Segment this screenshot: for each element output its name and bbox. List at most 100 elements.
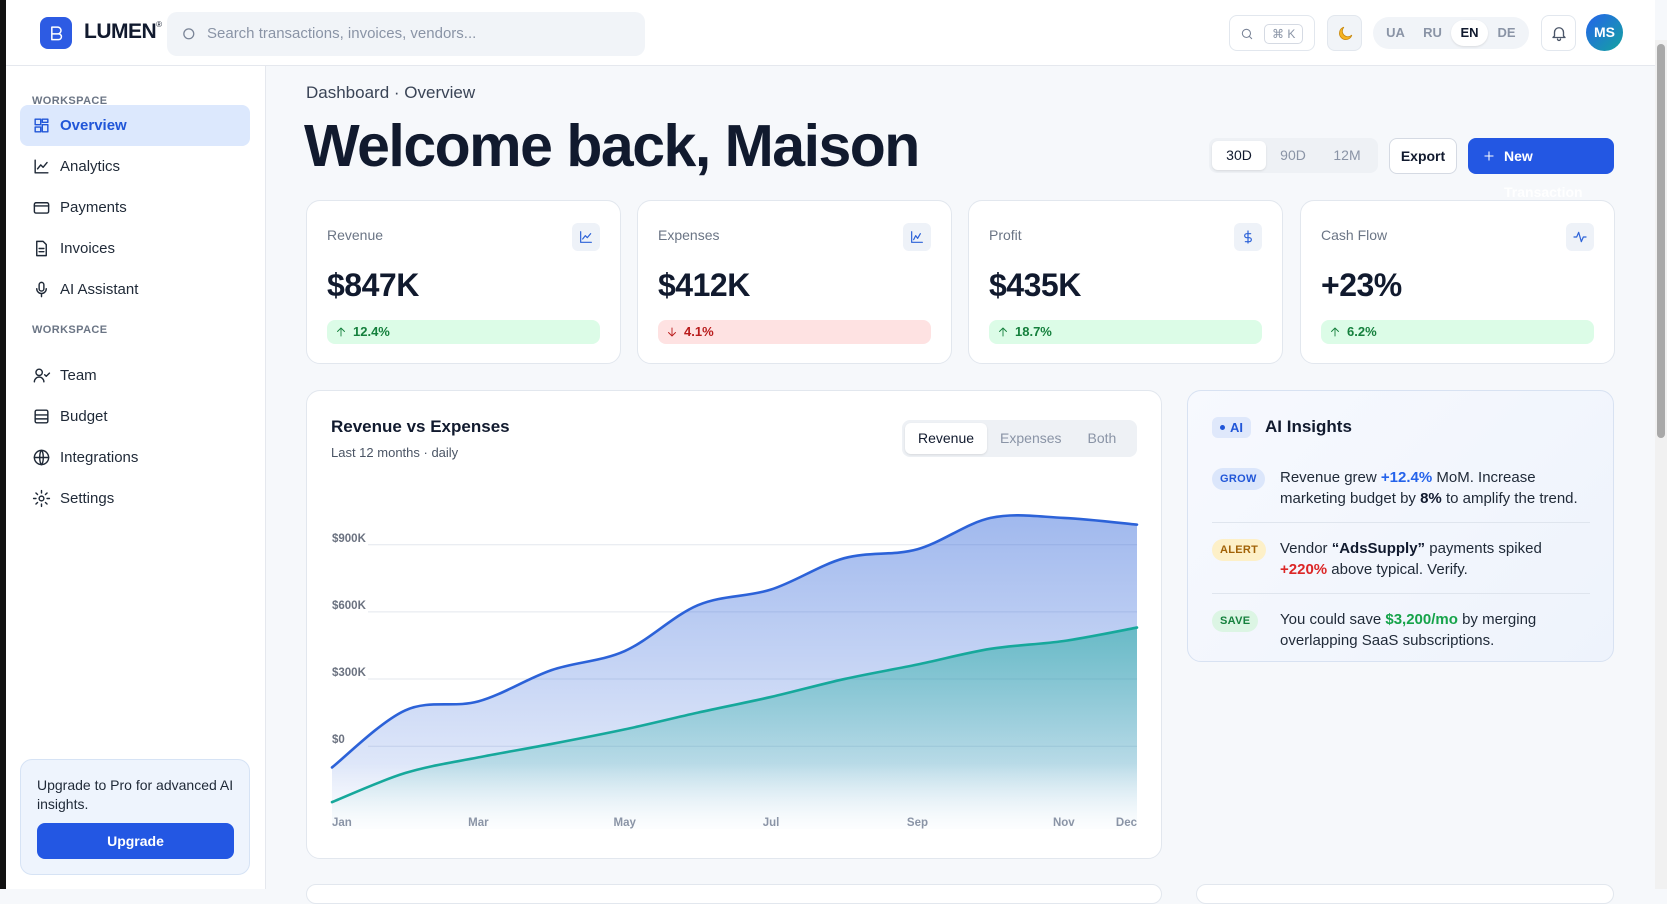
series-tab[interactable]: Revenue <box>905 423 988 454</box>
kpi-change: 4.1% <box>658 320 931 344</box>
kpi-change: 12.4% <box>327 320 600 344</box>
theme-toggle[interactable] <box>1327 15 1362 51</box>
insight-text: You could save $3,200/mo by merging over… <box>1280 609 1592 651</box>
icon <box>33 368 51 383</box>
icon-part <box>38 495 45 502</box>
icon <box>36 281 47 298</box>
icon-part <box>1248 35 1253 40</box>
kpi-change-value: 12.4% <box>353 324 390 339</box>
range-option[interactable]: 12M <box>1333 147 1361 163</box>
y-tick-label: $600K <box>332 600 367 612</box>
icon-part <box>51 26 63 41</box>
y-tick-label: $300K <box>332 667 367 679</box>
icon <box>1241 28 1253 40</box>
search-box[interactable]: Search transactions, invoices, vendors..… <box>167 12 645 56</box>
icon-part <box>34 159 49 174</box>
nav-item[interactable]: Integrations <box>20 437 250 478</box>
nav-label: AI Assistant <box>60 281 139 298</box>
icon-part <box>34 118 49 133</box>
series-tab[interactable]: Expenses <box>1000 430 1062 446</box>
language-option[interactable]: DE <box>1497 25 1516 40</box>
insight-text-part: +12.4% <box>1380 469 1433 486</box>
icon-part <box>1573 231 1587 243</box>
icon-part <box>33 202 50 214</box>
new-transaction-button[interactable]: New Transaction <box>1468 138 1614 200</box>
icon <box>51 26 63 41</box>
insight-text-part: 8% <box>1420 490 1442 507</box>
icon-part <box>911 231 923 243</box>
breadcrumb: Dashboard · Overview <box>306 83 476 102</box>
nav-label: Team <box>60 367 97 384</box>
nav-item[interactable]: Payments <box>20 187 250 228</box>
insight-text: Vendor “AdsSupply” payments spiked +220%… <box>1280 538 1592 580</box>
language-option[interactable]: UA <box>1386 25 1405 40</box>
icon-part <box>580 231 592 243</box>
ai-badge-text: AI <box>1230 420 1243 435</box>
nav-label: Budget <box>60 408 108 425</box>
upgrade-button[interactable]: Upgrade <box>37 823 234 859</box>
nav-label: Invoices <box>60 240 116 257</box>
logo <box>40 17 72 49</box>
kpi-change: 18.7% <box>989 320 1262 344</box>
command-button[interactable]: ⌘ K <box>1229 15 1315 51</box>
nav-item[interactable]: Budget <box>20 396 250 437</box>
icon-part <box>34 159 49 174</box>
series-tab[interactable]: Both <box>1087 430 1117 446</box>
insight-tag: GROW <box>1212 468 1265 490</box>
icon-part <box>41 123 49 133</box>
new-transaction-label: New Transaction <box>1504 148 1583 200</box>
chart-title: Revenue vs Expenses <box>331 417 510 436</box>
nav-item[interactable]: Team <box>20 355 250 396</box>
nav-item[interactable]: Invoices <box>20 228 250 269</box>
page-title: Welcome back, Maison <box>304 113 920 179</box>
x-tick-label: Jan <box>332 817 352 829</box>
bottom-fade <box>332 500 1137 829</box>
x-tick-label: Dec <box>1116 817 1138 829</box>
kpi-label: Cash Flow <box>1321 227 1388 243</box>
line <box>330 514 1139 769</box>
next-card <box>306 884 1162 904</box>
icon <box>337 327 345 337</box>
nav-label: Analytics <box>60 158 121 175</box>
nav-item[interactable]: Analytics <box>20 146 250 187</box>
export-button[interactable]: Export <box>1389 138 1457 174</box>
language-option[interactable]: RU <box>1423 25 1442 40</box>
next-card <box>1196 884 1614 904</box>
kpi-value: +23% <box>1321 267 1402 303</box>
icon-part <box>34 118 42 126</box>
icon <box>33 449 50 466</box>
language-option[interactable]: EN <box>1451 20 1488 46</box>
insight-text-part: “AdsSupply” <box>1331 540 1426 557</box>
icon-part <box>33 449 50 466</box>
kpi-change-value: 18.7% <box>1015 324 1052 339</box>
divider <box>1212 593 1590 594</box>
nav-item[interactable]: Settings <box>20 478 250 519</box>
icon <box>580 231 592 243</box>
range-option[interactable]: 90D <box>1280 147 1306 163</box>
kpi-change-value: 4.1% <box>684 324 714 339</box>
notifications[interactable] <box>1541 15 1576 51</box>
insight-text-part: by merging overlapping SaaS subscription… <box>1280 611 1537 649</box>
nav-item[interactable]: AI Assistant <box>20 269 250 310</box>
line <box>330 626 1139 804</box>
nav-label: Overview <box>60 117 127 134</box>
icon <box>1552 27 1566 42</box>
nav-item[interactable]: Overview <box>20 105 250 146</box>
icon-part <box>34 409 49 424</box>
icon-part <box>33 202 50 214</box>
kpi-value: $435K <box>989 267 1081 303</box>
avatar[interactable]: MS <box>1586 14 1623 51</box>
icon <box>34 118 49 133</box>
insights-card: AI AI Insights GROW Revenue grew +12.4% MoM… <box>1187 390 1614 662</box>
screen-edge <box>0 0 6 889</box>
range-option[interactable]: 30D <box>1212 141 1266 170</box>
icon-part <box>668 327 676 337</box>
kpi-card: Revenue $847K 12.4% <box>306 200 621 364</box>
chart-subtitle: Last 12 months · daily <box>331 445 459 460</box>
icon-part <box>34 409 49 424</box>
sidebar: WORKSPACE Overview Analytics Payments Invoic… <box>6 66 266 889</box>
upgrade-text: Upgrade to Pro for advanced AI insights. <box>37 777 234 812</box>
icon-part <box>32 489 51 508</box>
kpi-icon <box>1566 223 1594 251</box>
kpi-icon <box>572 223 600 251</box>
